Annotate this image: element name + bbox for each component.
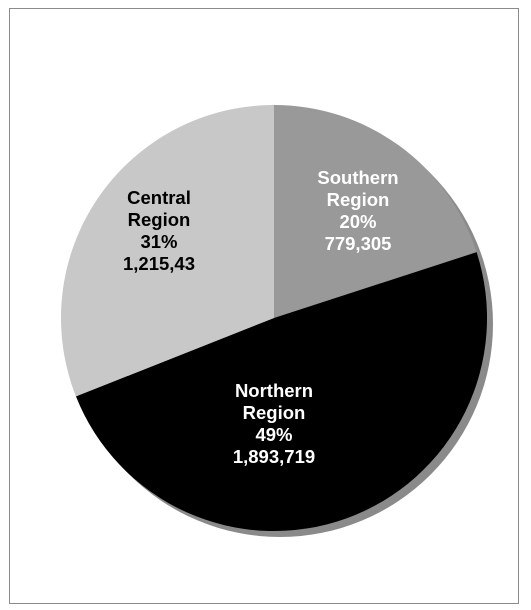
pie-label-northern-name-line2: Region [243, 402, 306, 423]
pie-label-southern-percent-label: 20% [339, 211, 376, 232]
pie-label-central-name-line1: Central [127, 187, 191, 208]
pie-chart: SouthernRegion20%779,305NorthernRegion49… [61, 104, 493, 537]
pie-label-northern-value-label: 1,893,719 [233, 446, 315, 467]
pie-label-southern-value-label: 779,305 [325, 233, 392, 254]
pie-label-central-value-label: 1,215,43 [123, 253, 195, 274]
pie-slice-central [61, 105, 274, 397]
pie-label-northern-percent-label: 49% [255, 424, 292, 445]
pie-slice-southern [274, 104, 477, 318]
pie-label-southern-name-line1: Southern [317, 167, 398, 188]
pie-label-layer: SouthernRegion20%779,305NorthernRegion49… [123, 167, 399, 467]
pie-label-central-percent-label: 31% [140, 231, 177, 252]
pie-label-central-name-line2: Region [128, 209, 191, 230]
pie-slice-layer [61, 104, 488, 532]
pie-slice-northern [75, 252, 488, 532]
chart-frame: Southern Region 20% 779,305 Northern Region 49… [9, 8, 519, 604]
pie-label-northern-name-line1: Northern [235, 380, 313, 401]
pie-label-southern-name-line2: Region [327, 189, 390, 210]
